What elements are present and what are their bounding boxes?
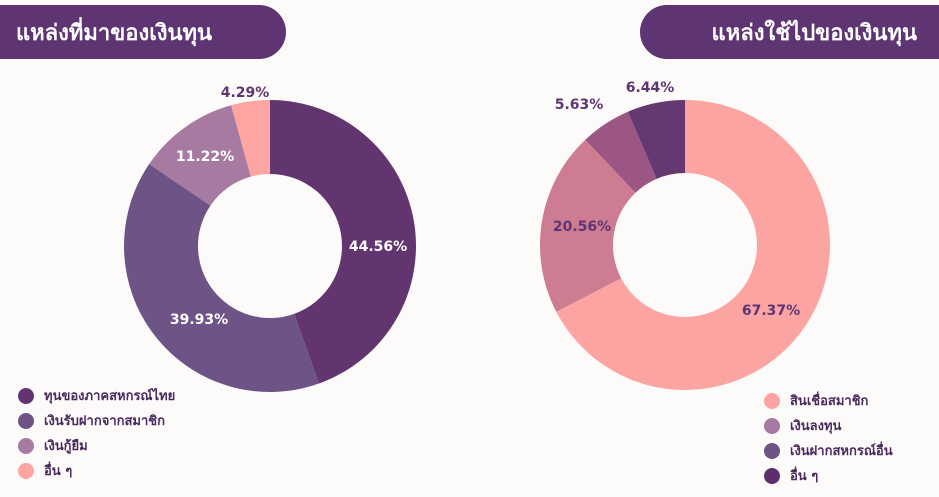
legend-item: สินเชื่อสมาชิก [764, 388, 893, 413]
right-donut-slice [627, 100, 685, 179]
legend-item: อื่น ๆ [764, 463, 893, 488]
right-slice-data-label: 20.56% [553, 219, 611, 235]
legend-label: อื่น ๆ [44, 464, 73, 479]
legend-item: เงินกู้ยืม [18, 433, 175, 458]
right-chart-title: แหล่งใช้ไปของเงินทุน [640, 5, 939, 59]
legend-swatch [764, 392, 780, 409]
right-slice-data-label: 67.37% [742, 303, 800, 319]
right-donut-slice [585, 111, 657, 193]
left-slice-data-label: 4.29% [221, 85, 270, 101]
legend-label: อื่น ๆ [790, 469, 819, 484]
left-donut-slice [124, 164, 319, 392]
legend-swatch [18, 387, 34, 404]
legend-swatch [18, 437, 34, 454]
left-legend: ทุนของภาคสหกรณ์ไทย เงินรับฝากจากสมาชิก เ… [18, 383, 175, 483]
legend-swatch [18, 462, 34, 479]
legend-swatch [18, 412, 34, 429]
right-slice-data-label: 5.63% [555, 97, 604, 113]
legend-label: เงินรับฝากจากสมาชิก [44, 414, 165, 429]
left-slice-data-label: 11.22% [176, 149, 234, 165]
legend-label: ทุนของภาคสหกรณ์ไทย [44, 389, 176, 404]
legend-label: เงินกู้ยืม [44, 439, 88, 454]
left-chart-title: แหล่งที่มาของเงินทุน [0, 5, 286, 59]
right-donut-slice [556, 100, 831, 390]
left-slice-data-label: 44.56% [349, 239, 407, 255]
legend-item: เงินรับฝากจากสมาชิก [18, 408, 175, 433]
left-donut-slice [270, 100, 417, 384]
right-slice-data-label: 6.44% [626, 80, 675, 96]
legend-swatch [764, 467, 780, 484]
right-donut-slice [540, 139, 636, 312]
legend-label: เงินฝากสหกรณ์อื่น [790, 444, 893, 459]
legend-swatch [764, 442, 780, 459]
legend-item: เงินลงทุน [764, 413, 893, 438]
left-slice-data-label: 39.93% [170, 312, 228, 328]
right-legend: สินเชื่อสมาชิก เงินลงทุน เงินฝากสหกรณ์อื… [764, 388, 893, 488]
legend-label: สินเชื่อสมาชิก [790, 394, 869, 409]
left-donut-slice [149, 105, 251, 206]
legend-item: เงินฝากสหกรณ์อื่น [764, 438, 893, 463]
legend-item: อื่น ๆ [18, 458, 175, 483]
legend-label: เงินลงทุน [790, 419, 842, 434]
legend-swatch [764, 417, 780, 434]
legend-item: ทุนของภาคสหกรณ์ไทย [18, 383, 175, 408]
left-donut-slice [231, 100, 270, 177]
